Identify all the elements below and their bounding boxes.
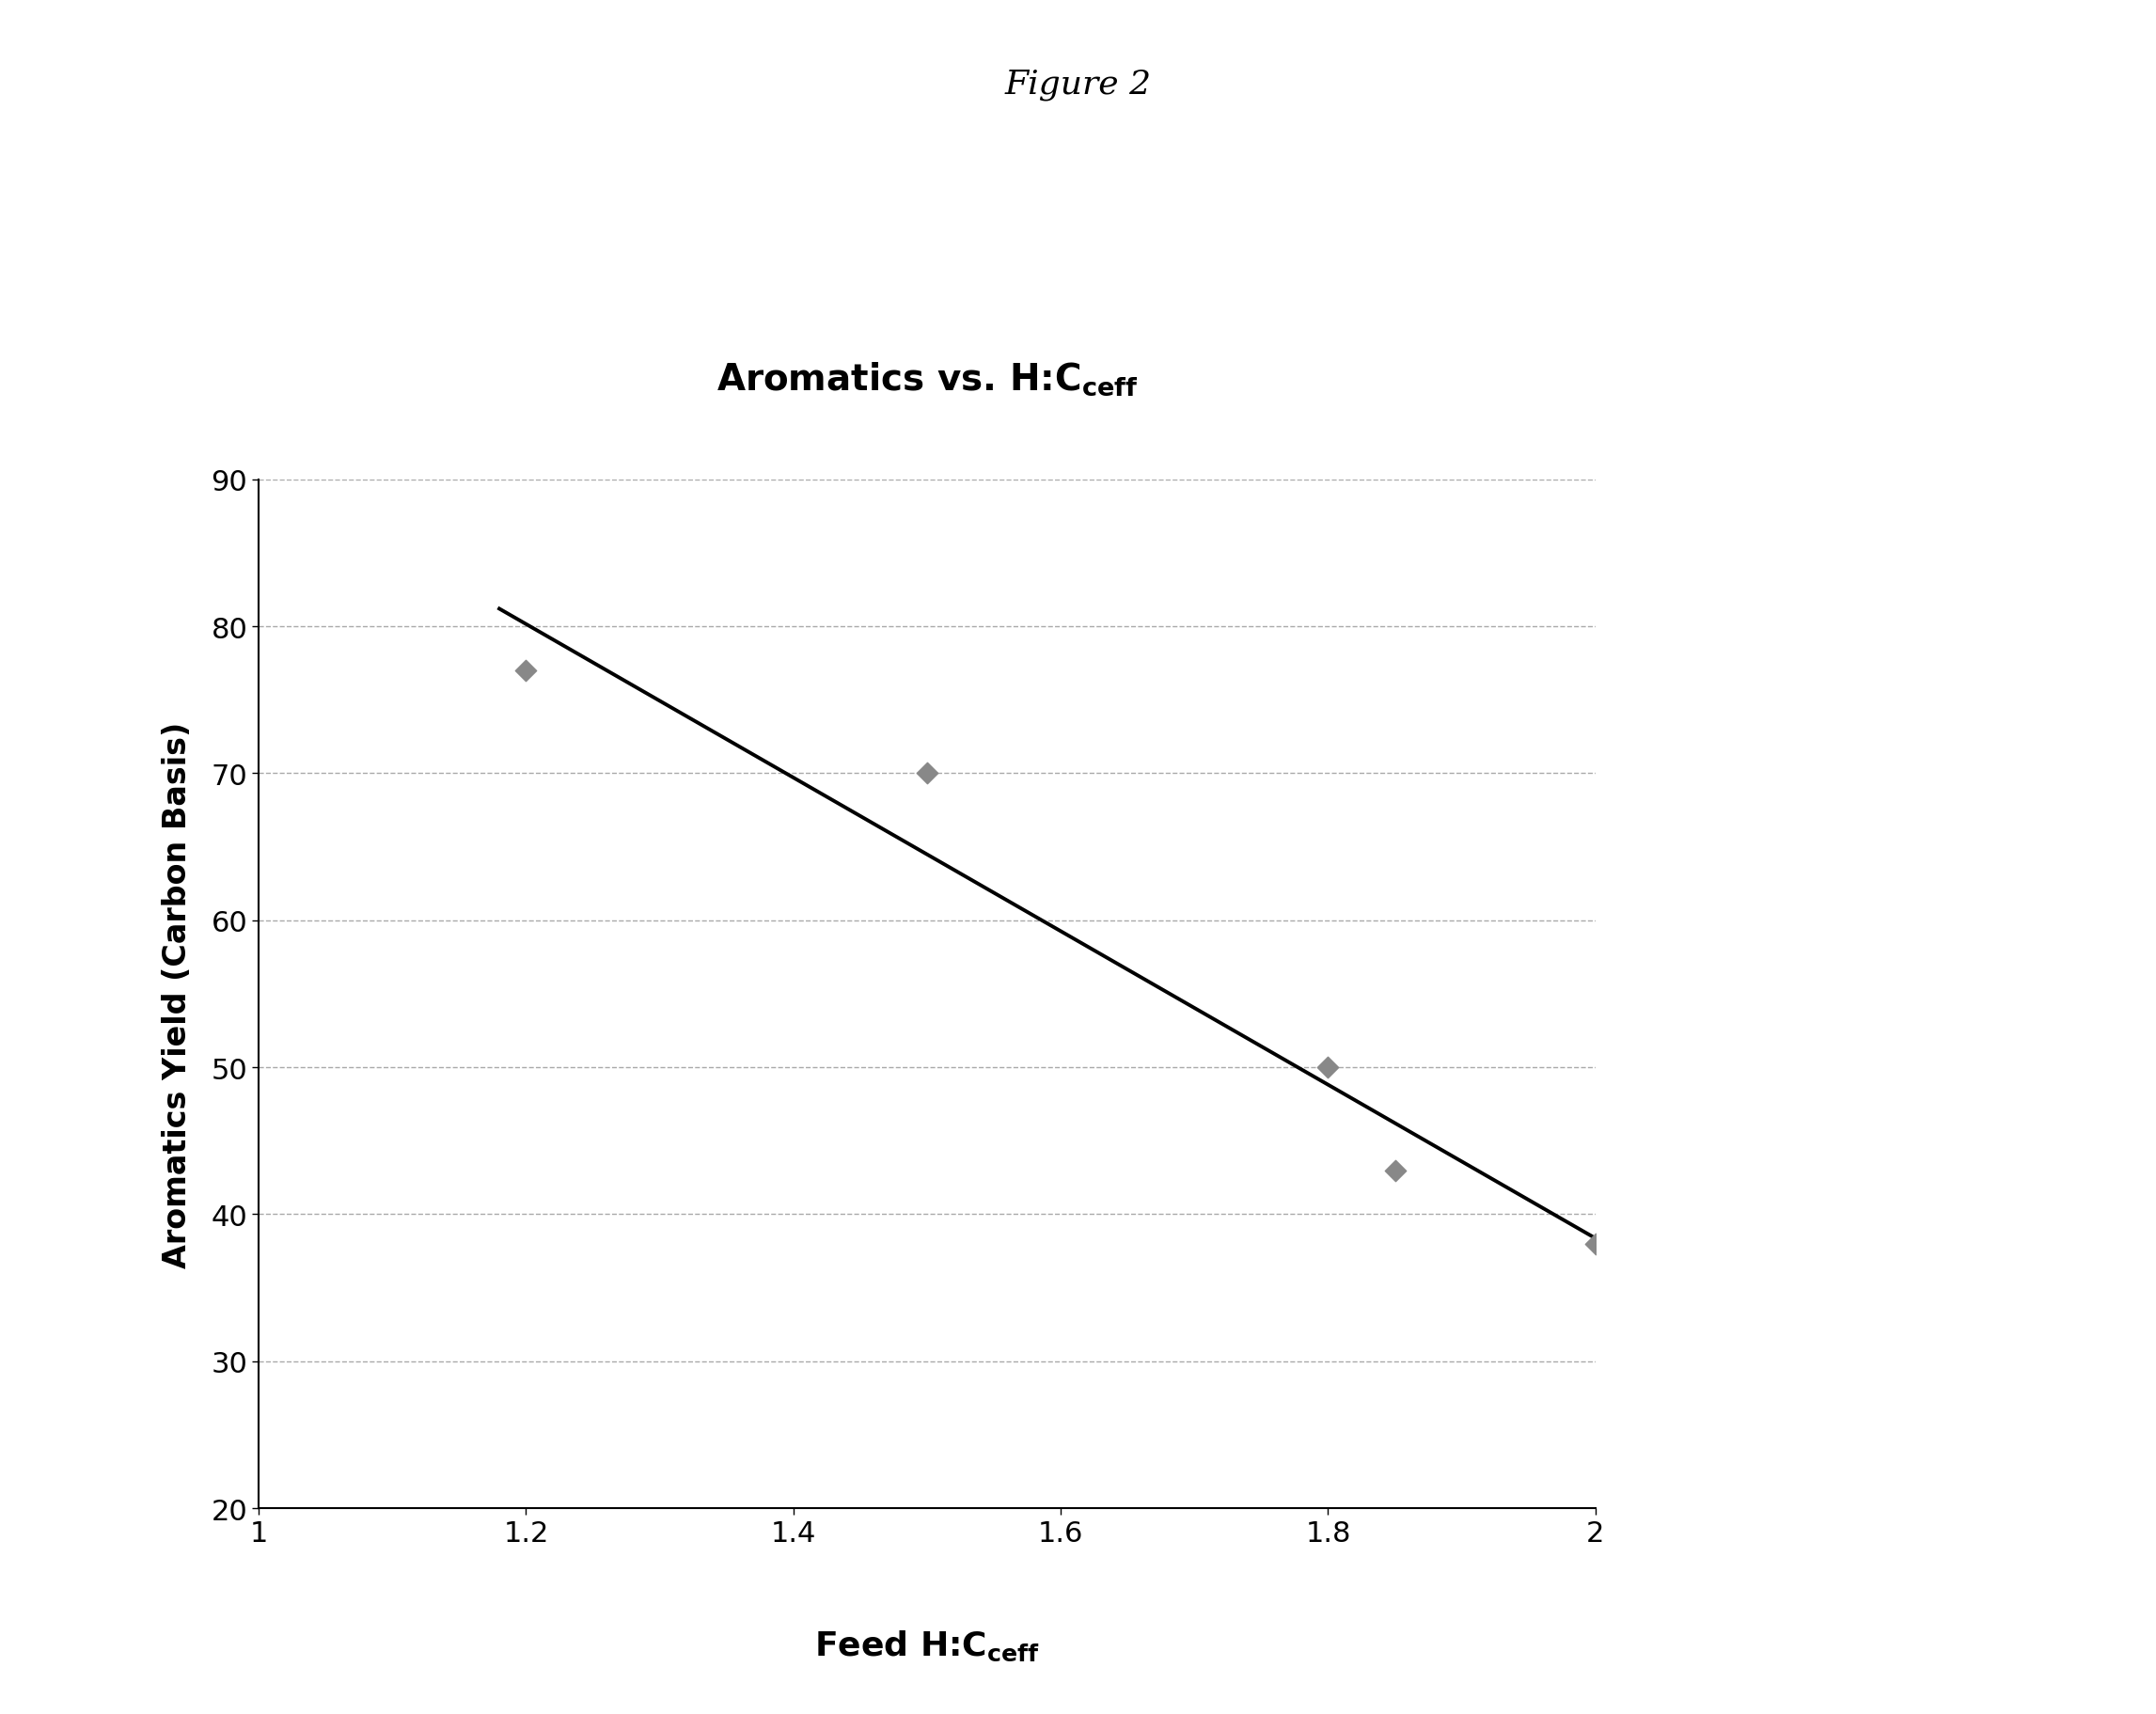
Point [1311,1054,1345,1082]
Point [509,656,543,684]
Point [1378,1157,1412,1184]
Text: Figure 2: Figure 2 [1005,69,1151,101]
Point [910,759,944,787]
Text: Feed H:C$_\mathbf{ceff}$: Feed H:C$_\mathbf{ceff}$ [815,1628,1039,1663]
Text: Aromatics vs. H:C$_\mathbf{ceff}$: Aromatics vs. H:C$_\mathbf{ceff}$ [716,360,1138,398]
Y-axis label: Aromatics Yield (Carbon Basis): Aromatics Yield (Carbon Basis) [162,722,192,1267]
Point [1578,1231,1613,1258]
